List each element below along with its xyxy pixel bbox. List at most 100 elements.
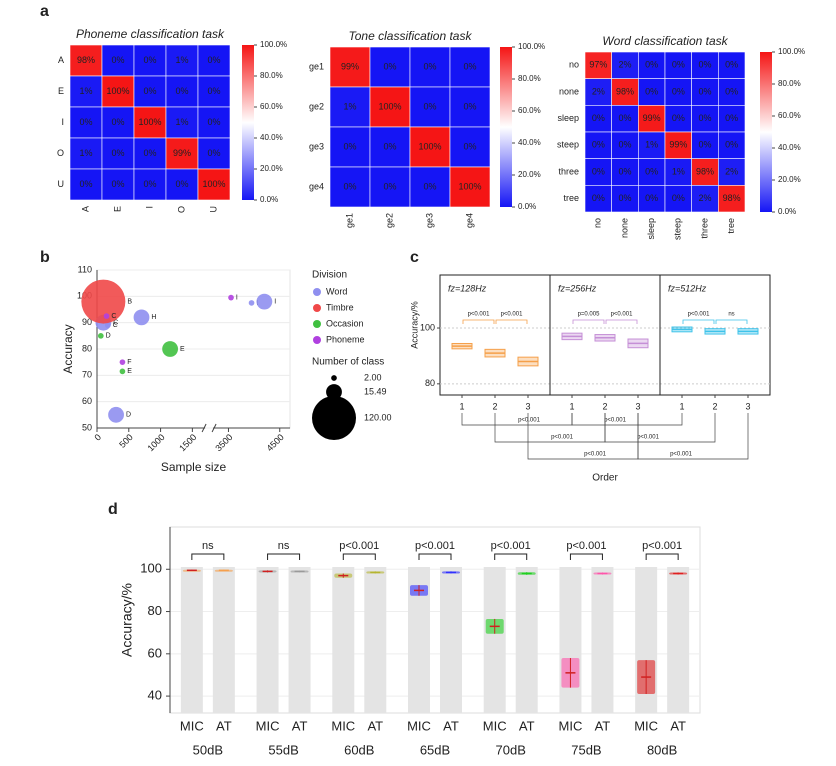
- heatmap-cell: [101, 44, 135, 77]
- y-axis-label: Accuracy/%: [409, 301, 419, 349]
- y-category-label: three: [558, 166, 579, 176]
- colorbar-tick-label: 20.0%: [518, 170, 541, 179]
- bracket: [342, 553, 376, 560]
- background-column: [332, 567, 355, 713]
- cell-label: 0%: [592, 193, 605, 203]
- heatmap-cell: [691, 105, 719, 133]
- series-label: MIC: [559, 718, 583, 733]
- y-category-label: ge1: [309, 61, 324, 71]
- y-tick-label: 50: [82, 422, 92, 432]
- heatmap-cell: [664, 105, 692, 133]
- series-label: AT: [367, 718, 383, 733]
- legend-label: Phoneme: [326, 334, 365, 344]
- colorbar-tick-label: 80.0%: [518, 74, 541, 83]
- heatmap-cell: [664, 158, 692, 186]
- series-label: MIC: [331, 718, 355, 733]
- cell-label: 0%: [79, 117, 92, 127]
- heatmap-cell: [584, 131, 612, 159]
- heatmap-cell: [197, 168, 231, 201]
- cell-label: 99%: [341, 61, 359, 71]
- series-label: AT: [595, 718, 611, 733]
- bracket: [645, 553, 679, 560]
- point-label: B: [127, 298, 132, 305]
- point-label: E: [127, 368, 132, 375]
- cell-label: 0%: [698, 60, 711, 70]
- x-tick-label: 2: [492, 401, 497, 411]
- colorbar-tick-label: 80.0%: [778, 79, 801, 88]
- background-column: [483, 567, 506, 713]
- y-category-label: I: [61, 117, 64, 127]
- bubble: [133, 309, 150, 326]
- cell-label: 0%: [725, 86, 738, 96]
- cell-label: 0%: [672, 60, 685, 70]
- y-category-label: ge2: [309, 101, 324, 111]
- x-tick-label: 1500: [177, 432, 198, 453]
- cell-label: 0%: [207, 86, 220, 96]
- cell-label: 0%: [207, 148, 220, 158]
- heatmap-cell: [449, 126, 491, 168]
- heatmap-cell: [611, 105, 639, 133]
- background-column: [559, 567, 582, 713]
- heatmap-cell: [409, 126, 451, 168]
- series-label: AT: [292, 718, 308, 733]
- cell-label: 0%: [618, 166, 631, 176]
- series-label: AT: [443, 718, 459, 733]
- section-title: fz=512Hz: [668, 283, 707, 293]
- background-column: [440, 567, 462, 713]
- cell-label: 0%: [463, 101, 476, 111]
- bubble: [248, 300, 255, 306]
- legend-label: Timbre: [326, 302, 354, 312]
- heatmap-cell: [133, 75, 167, 108]
- axis-break: [201, 423, 207, 433]
- cell-label: 2%: [725, 166, 738, 176]
- cell-label: 0%: [618, 140, 631, 150]
- y-tick-label: 80: [82, 343, 92, 353]
- heatmap-cell: [584, 185, 612, 213]
- heatmap-cell: [69, 44, 103, 77]
- cell-label: 0%: [698, 140, 711, 150]
- point-label: F: [127, 359, 131, 366]
- point-label: C: [113, 322, 118, 329]
- y-axis-label: Accuracy: [61, 324, 75, 373]
- heatmap-cell: [369, 46, 411, 88]
- heatmap-cell: [664, 51, 692, 79]
- cell-label: 0%: [143, 148, 156, 158]
- background-column: [256, 567, 279, 713]
- cell-label: 1%: [645, 140, 658, 150]
- cell-label: 99%: [643, 113, 661, 123]
- cell-label: 100%: [106, 86, 129, 96]
- cell-label: 0%: [423, 61, 436, 71]
- cell-label: 0%: [463, 61, 476, 71]
- cell-label: 98%: [77, 55, 95, 65]
- heatmap-cell: [718, 185, 746, 213]
- cell-label: 0%: [725, 60, 738, 70]
- y-category-label: no: [569, 60, 579, 70]
- cell-label: 0%: [423, 181, 436, 191]
- x-category-label: ge2: [384, 213, 394, 228]
- heatmap-cell: [69, 137, 103, 170]
- heatmap-cell: [101, 168, 135, 201]
- colorbar-tick-label: 40.0%: [778, 143, 801, 152]
- x-category-label: no: [593, 218, 603, 228]
- section-title: fz=128Hz: [448, 283, 487, 293]
- bracket: [418, 553, 452, 560]
- colorbar-tick-label: 40.0%: [518, 138, 541, 147]
- heatmap-cell: [691, 131, 719, 159]
- colorbar-tick-label: 60.0%: [260, 102, 283, 111]
- heatmap-cell: [691, 185, 719, 213]
- heatmap-cell: [584, 78, 612, 106]
- y-tick-label: 100: [140, 561, 162, 576]
- legend-swatch: [313, 336, 321, 344]
- panel-label: c: [410, 249, 419, 266]
- series-label: AT: [670, 718, 686, 733]
- x-tick-label: 3: [525, 401, 530, 411]
- heatmap-cell: [165, 106, 199, 139]
- x-tick-label: 1: [459, 401, 464, 411]
- legend-title: Division: [312, 270, 347, 281]
- cell-label: 0%: [592, 166, 605, 176]
- cell-label: 0%: [111, 117, 124, 127]
- p-label: p=0.005: [578, 312, 601, 318]
- heatmap-cell: [664, 78, 692, 106]
- heatmap-cell: [369, 126, 411, 168]
